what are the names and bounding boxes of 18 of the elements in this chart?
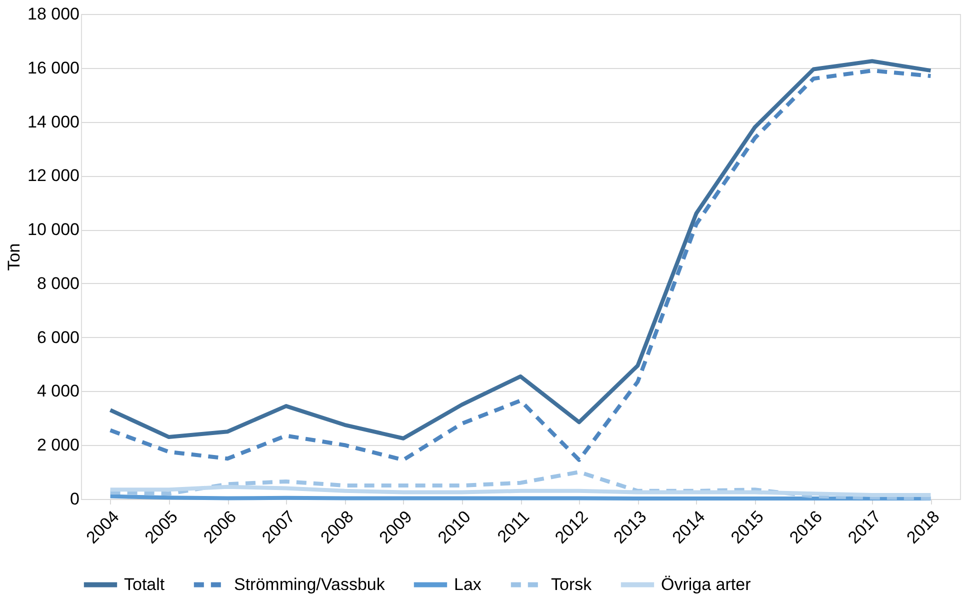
legend-label: Totalt [124, 574, 165, 594]
y-tick-label: 14 000 [28, 112, 80, 132]
y-axis-title: Ton [4, 243, 24, 271]
y-tick-label: 4 000 [36, 382, 80, 401]
legend-label: Övriga arter [661, 574, 752, 594]
y-tick-label: 18 000 [28, 4, 80, 24]
legend-label: Torsk [551, 574, 592, 594]
y-tick-label: 16 000 [28, 58, 80, 78]
y-tick-label: 0 [70, 490, 80, 508]
y-tick-label: 6 000 [36, 328, 80, 347]
y-tick-label: 12 000 [28, 166, 80, 186]
y-tick-label: 8 000 [36, 274, 80, 293]
legend-label: Strömming/Vassbuk [234, 574, 386, 594]
line-series [108, 484, 933, 497]
y-tick-label: 2 000 [36, 436, 80, 455]
y-tick-label: 10 000 [28, 220, 80, 240]
line-series [108, 470, 933, 500]
legend-label: Lax [454, 574, 482, 594]
